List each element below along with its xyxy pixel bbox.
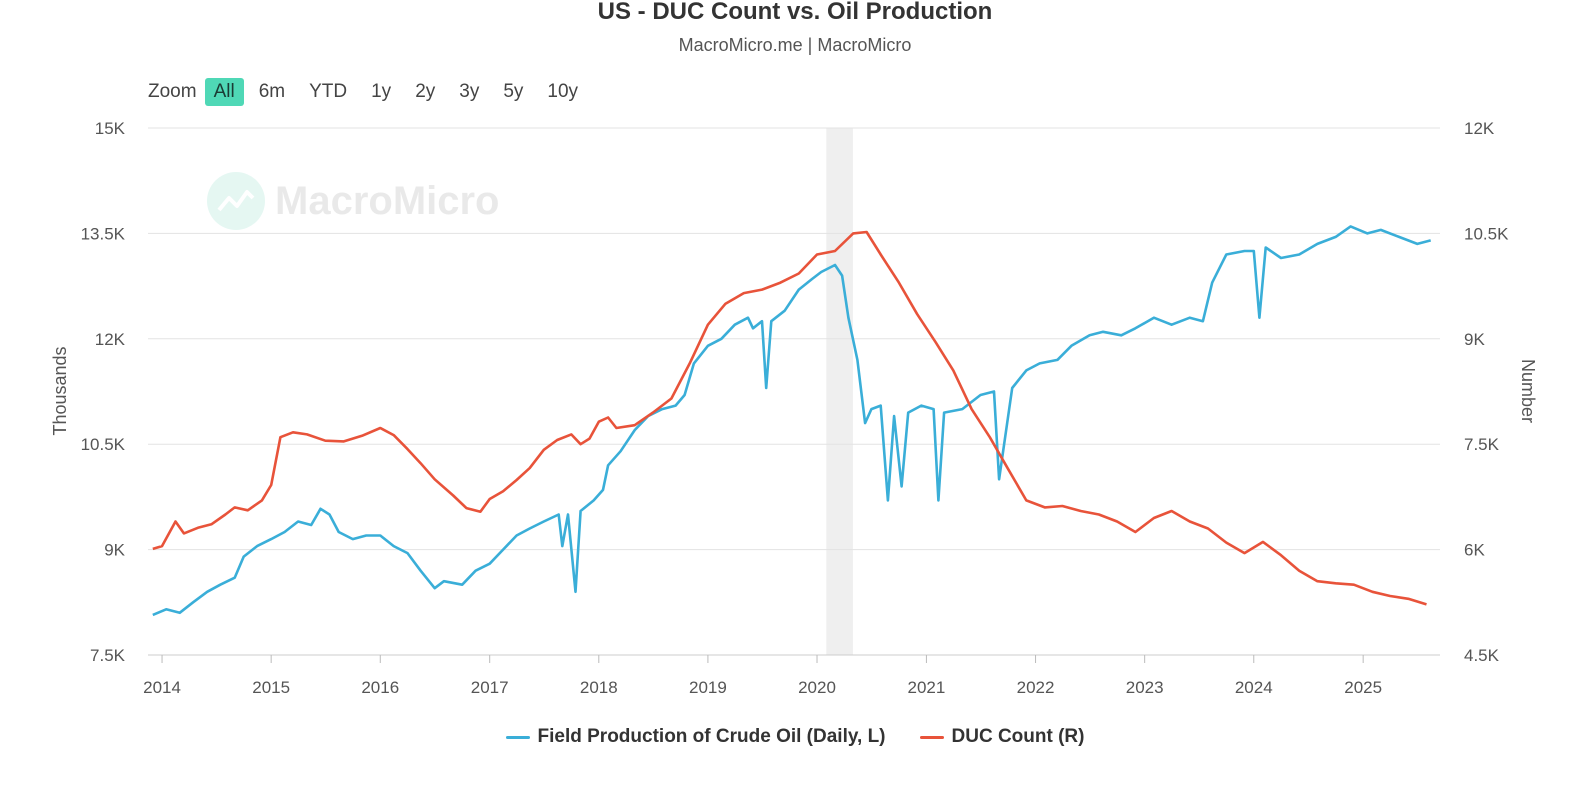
x-tick-label: 2020 — [798, 678, 836, 697]
y-left-tick-label: 12K — [95, 330, 126, 349]
legend-swatch-duc — [919, 735, 944, 739]
zoom-button-3y[interactable]: 3y — [459, 81, 480, 102]
x-tick-label: 2017 — [471, 678, 509, 697]
recession-band — [826, 128, 853, 655]
zoom-button-all[interactable]: All — [204, 78, 244, 106]
y-right-tick-label: 12K — [1464, 119, 1495, 138]
zoom-button-6m[interactable]: 6m — [258, 81, 286, 102]
zoom-button-1y[interactable]: 1y — [371, 81, 392, 102]
legend-label-production: Field Production of Crude Oil (Daily, L) — [537, 726, 886, 747]
macromicro-logo-icon — [207, 172, 265, 230]
chart-title: US - DUC Count vs. Oil Production — [597, 0, 993, 25]
x-tick-label: 2024 — [1235, 678, 1273, 697]
zoom-button-5y[interactable]: 5y — [503, 81, 524, 102]
y-left-tick-label: 9K — [104, 541, 125, 560]
zoom-label: Zoom — [148, 81, 197, 102]
watermark: MacroMicro — [207, 172, 500, 230]
x-tick-label: 2022 — [1017, 678, 1055, 697]
y-right-tick-label: 7.5K — [1464, 435, 1500, 454]
y-left-tick-label: 15K — [95, 119, 126, 138]
legend-item-production[interactable]: Field Production of Crude Oil (Daily, L) — [505, 726, 886, 748]
zoom-button-10y[interactable]: 10y — [547, 81, 579, 102]
x-tick-label: 2016 — [361, 678, 399, 697]
legend-label-duc: DUC Count (R) — [951, 726, 1085, 747]
y-left-tick-label: 13.5K — [81, 224, 126, 243]
legend: Field Production of Crude Oil (Daily, L)… — [0, 726, 1590, 748]
y-left-tick-label: 7.5K — [90, 646, 126, 665]
x-tick-label: 2018 — [580, 678, 618, 697]
x-tick-label: 2023 — [1126, 678, 1164, 697]
x-tick-label: 2014 — [143, 678, 181, 697]
y-left-axis-label: Thousands — [50, 346, 70, 435]
zoom-controls: Zoom All 6m YTD 1y 2y 3y 5y 10y — [148, 76, 593, 108]
y-left-tick-label: 10.5K — [81, 435, 126, 454]
chart-subtitle: MacroMicro.me | MacroMicro — [678, 35, 912, 55]
y-right-axis-label: Number — [1518, 359, 1538, 423]
legend-swatch-production — [505, 735, 530, 739]
series-line-production — [152, 225, 1432, 617]
x-tick-label: 2015 — [252, 678, 290, 697]
zoom-button-2y[interactable]: 2y — [415, 81, 436, 102]
watermark-text: MacroMicro — [275, 178, 500, 223]
zoom-button-ytd[interactable]: YTD — [309, 81, 348, 102]
legend-item-duc[interactable]: DUC Count (R) — [919, 726, 1085, 748]
y-right-tick-label: 9K — [1464, 330, 1485, 349]
series-line-duc — [152, 230, 1427, 606]
x-tick-label: 2019 — [689, 678, 727, 697]
y-right-tick-label: 10.5K — [1464, 224, 1509, 243]
y-right-tick-label: 4.5K — [1464, 646, 1500, 665]
x-tick-label: 2025 — [1344, 678, 1382, 697]
x-tick-label: 2021 — [908, 678, 946, 697]
y-right-tick-label: 6K — [1464, 541, 1485, 560]
